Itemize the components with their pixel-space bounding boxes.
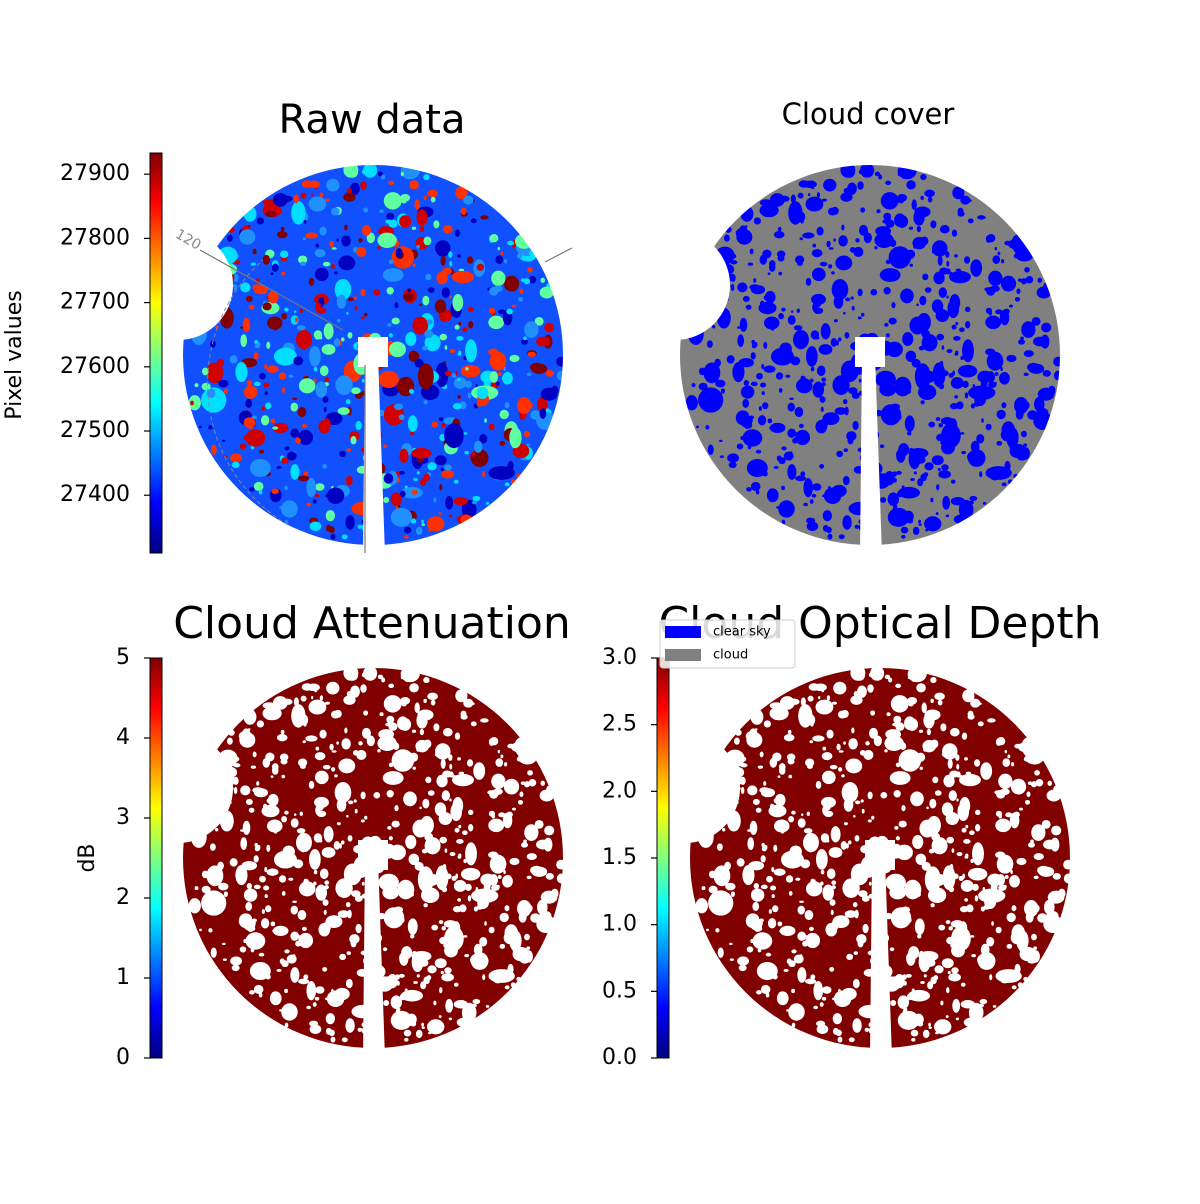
colorbar-tick-label: 27900 xyxy=(60,161,130,186)
sky-image xyxy=(690,665,1074,1048)
colorbar-label: Pixel values xyxy=(2,290,27,419)
colorbar xyxy=(149,657,163,1059)
colorbar-tick-label: 27400 xyxy=(60,482,130,507)
polar-grid xyxy=(207,259,289,526)
sky-image xyxy=(183,665,567,1048)
colorbar-tick-label: 2 xyxy=(116,885,130,910)
colorbar-tick-label: 0.0 xyxy=(602,1045,637,1070)
panel-title: Cloud Attenuation xyxy=(173,598,571,649)
colorbar-tick-label: 1.0 xyxy=(602,912,637,937)
legend-swatch xyxy=(665,649,701,661)
legend-label: clear sky xyxy=(713,625,771,640)
colorbar-tick-label: 27600 xyxy=(60,354,130,379)
panel-title: Cloud cover xyxy=(782,97,955,131)
colorbar-tick-label: 1 xyxy=(116,965,130,990)
colorbar-tick-label: 1.5 xyxy=(602,845,637,870)
colorbar xyxy=(149,152,163,554)
colorbar-tick-label: 2.5 xyxy=(602,712,637,737)
colorbar-tick-label: 4 xyxy=(116,725,130,750)
panels: 1 2 0 Raw data 27400 27500 27600 27700 27800 2790… xyxy=(2,97,1102,1070)
colorbar xyxy=(656,657,670,1059)
colorbar-tick-label: 2.0 xyxy=(602,778,637,803)
sky-image xyxy=(183,162,567,545)
legend-swatch xyxy=(665,626,701,638)
legend-label: cloud xyxy=(713,648,748,663)
colorbar-tick-label: 27500 xyxy=(60,418,130,443)
sky-image xyxy=(680,162,1064,545)
polar-grid xyxy=(199,249,344,331)
colorbar-tick-label: 5 xyxy=(116,645,130,670)
panel-title: Raw data xyxy=(279,97,466,143)
colorbar-tick-label: 3.0 xyxy=(602,645,637,670)
colorbar-tick-label: 0 xyxy=(116,1045,130,1070)
colorbar-label: dB xyxy=(75,843,100,872)
colorbar-tick-label: 27800 xyxy=(60,225,130,250)
colorbar-tick-label: 3 xyxy=(116,805,130,830)
colorbar-tick-label: 0.5 xyxy=(602,978,637,1003)
polar-grid xyxy=(544,247,573,263)
colorbar-tick-label: 27700 xyxy=(60,290,130,315)
